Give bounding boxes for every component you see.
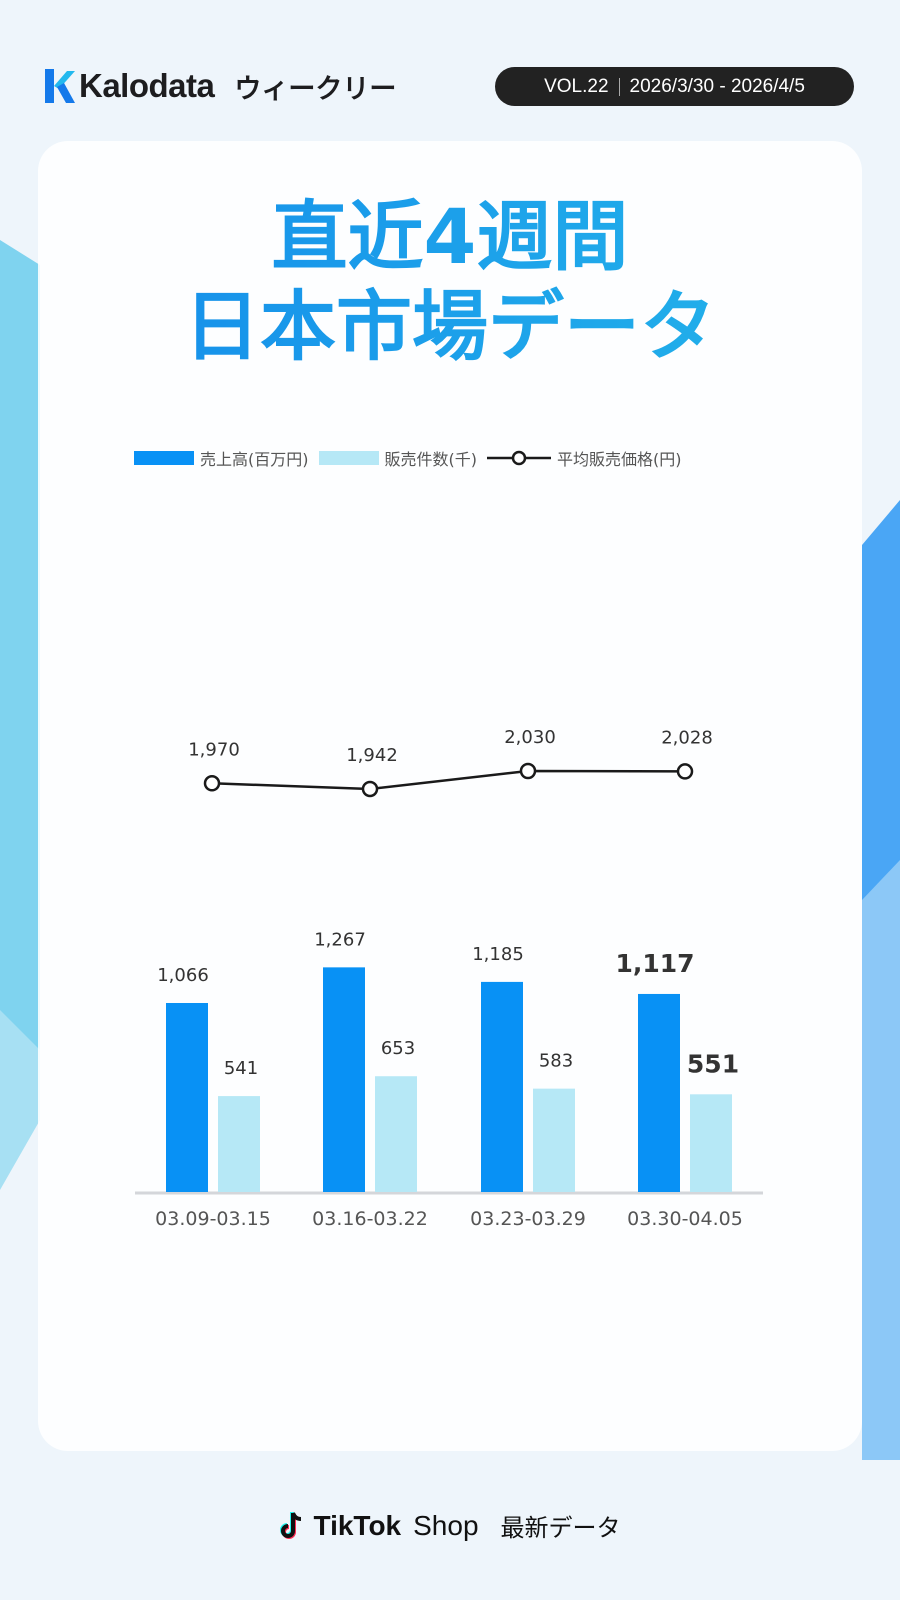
bar-sales bbox=[166, 1002, 208, 1192]
kalodata-logo-icon bbox=[45, 69, 75, 103]
price-label: 2,028 bbox=[661, 727, 713, 748]
tiktok-logo-icon bbox=[280, 1511, 302, 1539]
x-tick-label: 03.30-04.05 bbox=[627, 1208, 743, 1230]
price-label: 2,030 bbox=[504, 727, 556, 748]
x-tick-label: 03.23-03.29 bbox=[470, 1208, 586, 1230]
price-point bbox=[519, 762, 537, 780]
divider bbox=[618, 77, 620, 96]
bar-label-sales: 1,117 bbox=[615, 949, 694, 978]
brand-name: Kalodata bbox=[79, 67, 215, 104]
legend-swatch-sales bbox=[134, 451, 194, 465]
price-point bbox=[203, 775, 221, 792]
price-label: 1,942 bbox=[346, 745, 398, 766]
page-title-line1: 直近4週間 bbox=[0, 192, 900, 282]
bar-units bbox=[218, 1096, 260, 1192]
bar-units bbox=[375, 1076, 417, 1192]
bar-units bbox=[533, 1088, 575, 1192]
bar-sales bbox=[481, 981, 523, 1192]
bg-shape-right-lower bbox=[862, 860, 900, 1460]
bar-sales bbox=[323, 967, 365, 1192]
bar-label-units: 551 bbox=[687, 1049, 739, 1078]
footer: TikTok Shop 最新データ bbox=[0, 1508, 900, 1543]
legend-swatch-units bbox=[318, 451, 379, 465]
bar-label-sales: 1,185 bbox=[472, 944, 524, 965]
date-range: 2026/3/30 - 2026/4/5 bbox=[629, 75, 805, 97]
bar-label-sales: 1,267 bbox=[314, 929, 366, 950]
legend-label-units: 販売件数(千) bbox=[384, 450, 478, 469]
shop-label: Shop bbox=[413, 1509, 479, 1541]
bar-units bbox=[690, 1094, 732, 1192]
tiktok-brand: TikTok bbox=[313, 1509, 402, 1541]
legend-swatch-price bbox=[487, 450, 551, 466]
price-point bbox=[676, 763, 694, 780]
bar-label-units: 583 bbox=[539, 1051, 573, 1072]
volume-number: VOL.22 bbox=[544, 75, 609, 97]
bg-shape-left-lower bbox=[0, 1010, 40, 1190]
bar-label-units: 653 bbox=[381, 1038, 415, 1059]
price-point bbox=[361, 780, 379, 798]
content-card bbox=[38, 141, 862, 1451]
bar-label-units: 541 bbox=[224, 1058, 258, 1079]
price-label: 1,970 bbox=[188, 739, 240, 760]
bar-sales bbox=[638, 993, 680, 1192]
header-subtitle: ウィークリー bbox=[234, 73, 397, 105]
page-title-line2: 日本市場データ bbox=[0, 282, 900, 372]
volume-badge: VOL.22 2026/3/30 - 2026/4/5 bbox=[495, 67, 854, 106]
bg-shape-left bbox=[0, 240, 40, 1170]
legend-label-sales: 売上高(百万円) bbox=[200, 450, 309, 469]
latest-data-label: 最新データ bbox=[500, 1514, 621, 1542]
x-tick-label: 03.16-03.22 bbox=[312, 1208, 428, 1230]
price-line bbox=[211, 769, 686, 791]
legend-label-price: 平均販売価格(円) bbox=[557, 450, 682, 469]
x-tick-label: 03.09-03.15 bbox=[155, 1208, 271, 1230]
chart-legend: 売上高(百万円) 販売件数(千) 平均販売価格(円) bbox=[134, 446, 692, 470]
header: Kalodata ウィークリー bbox=[45, 66, 396, 106]
bar-label-sales: 1,066 bbox=[157, 965, 209, 986]
